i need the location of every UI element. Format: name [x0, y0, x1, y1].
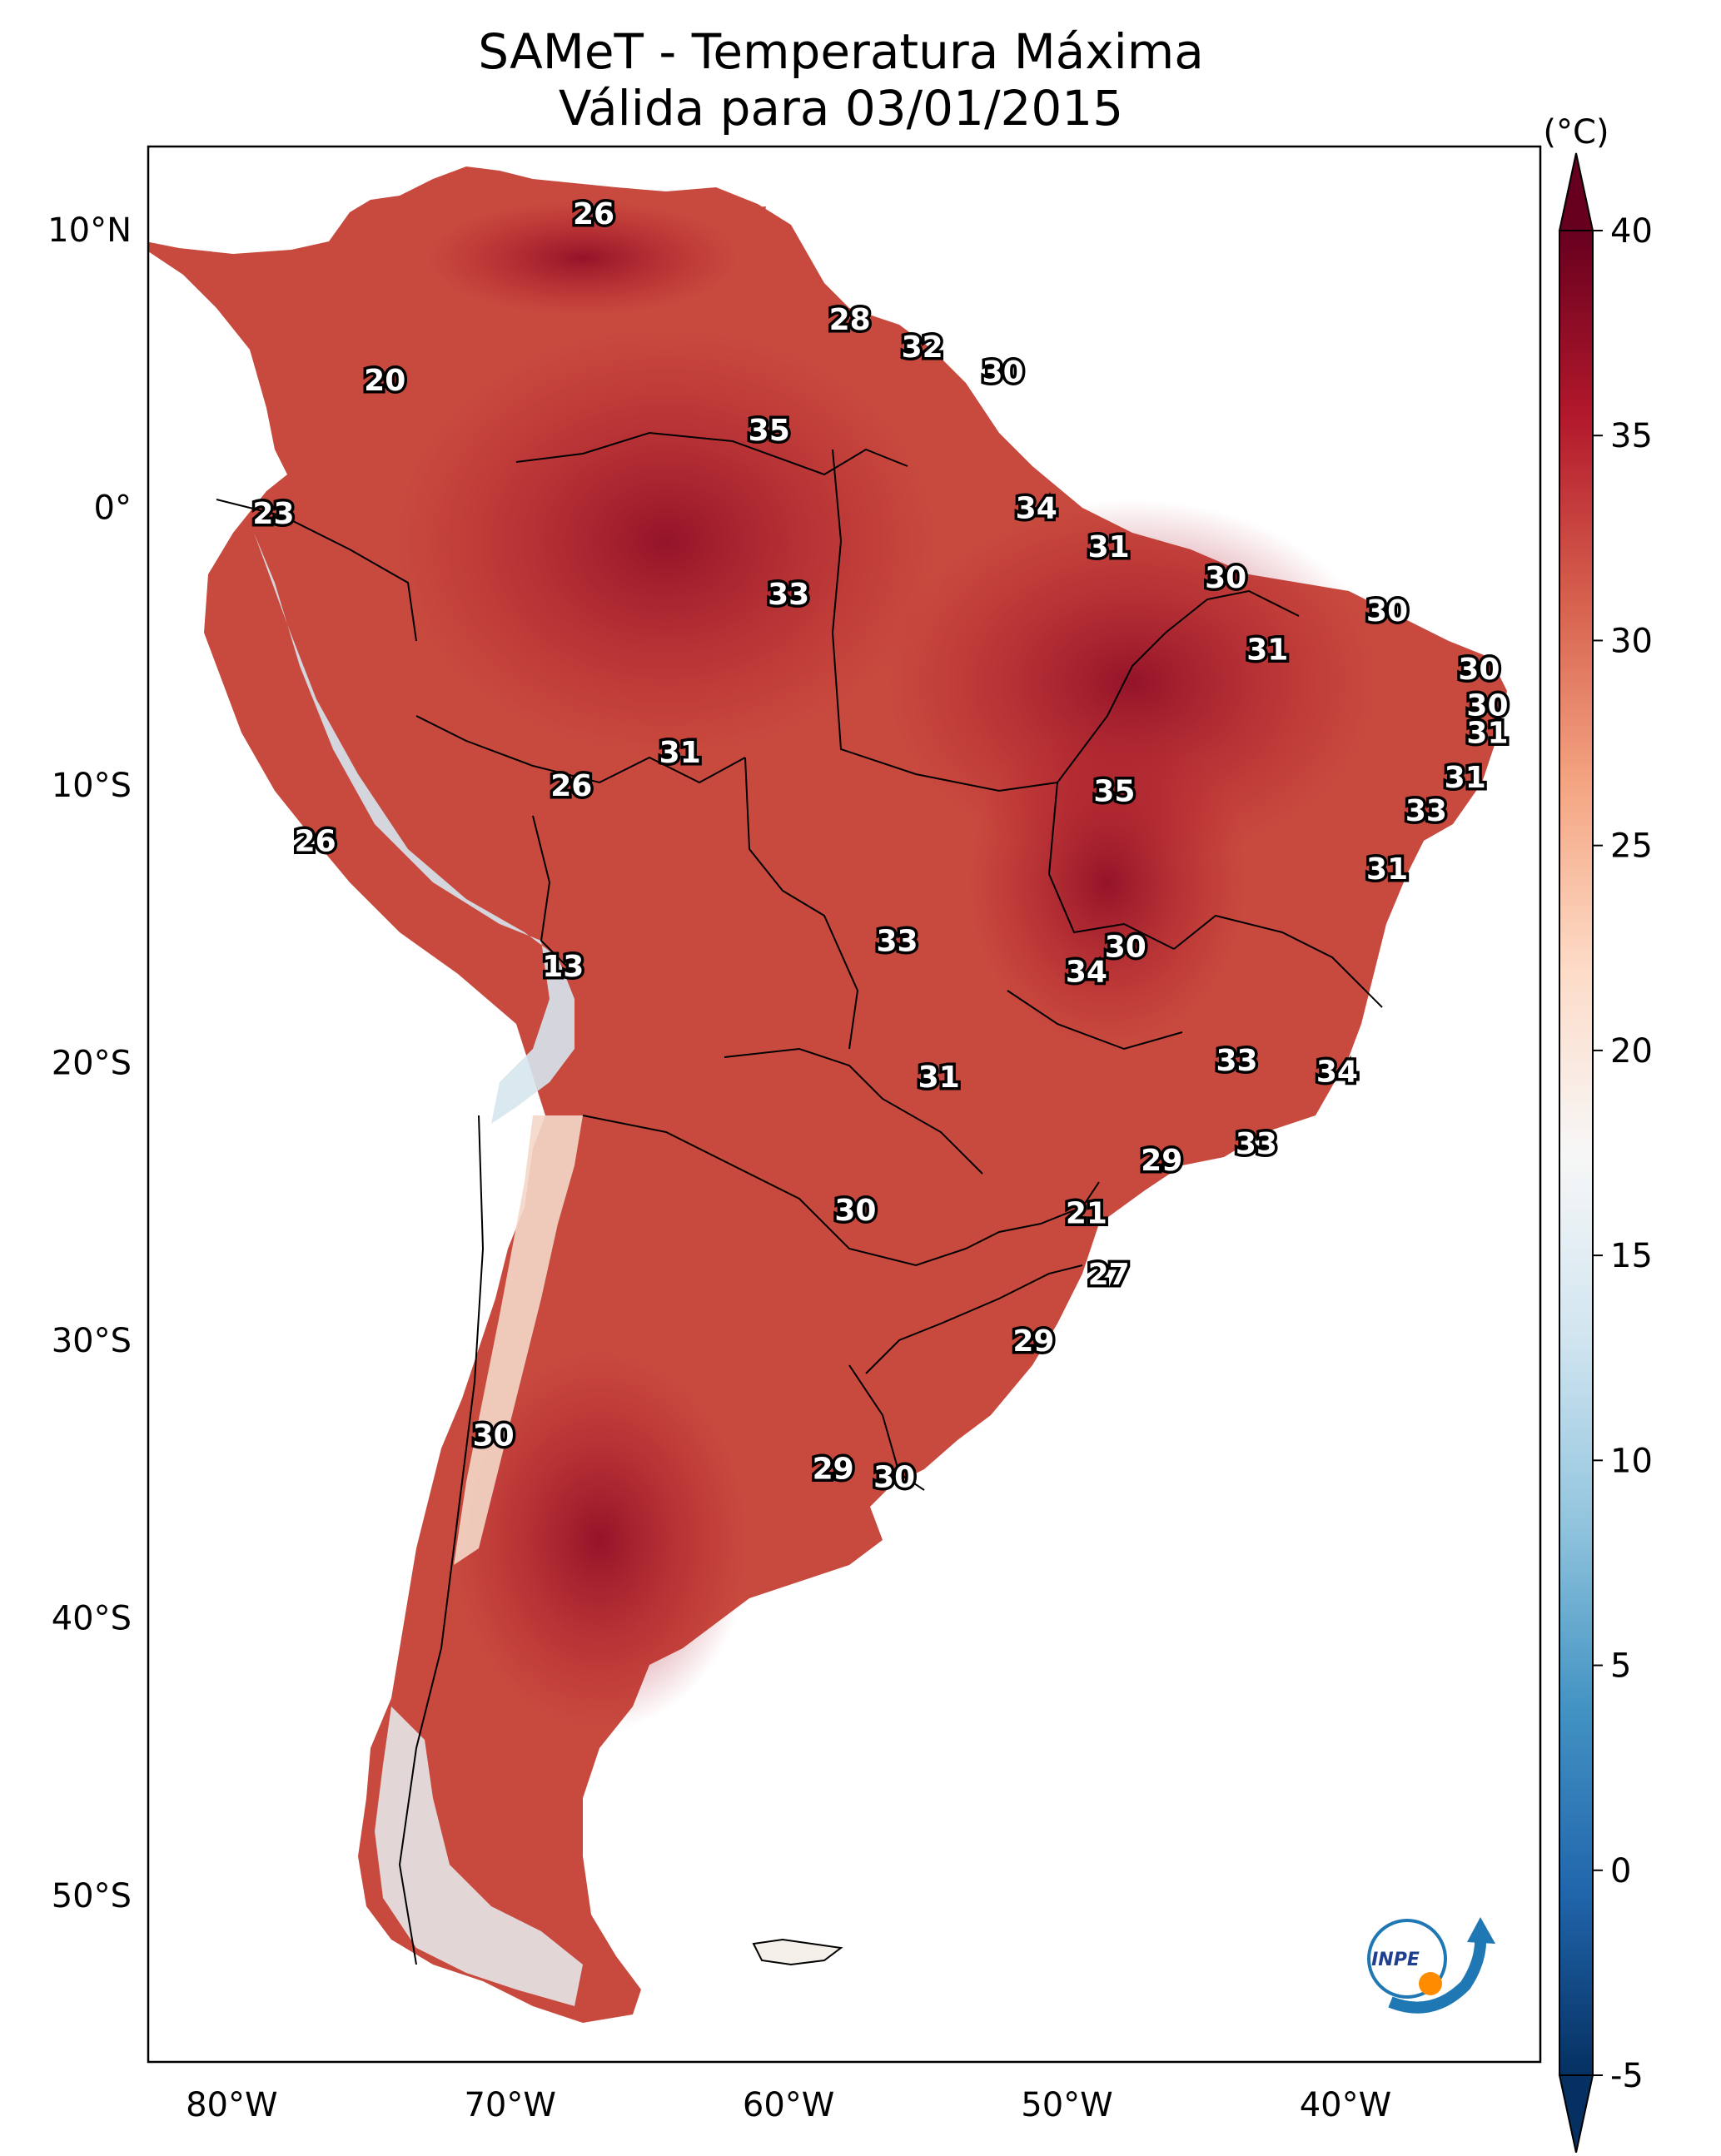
colorbar-tick-label: 5 [1610, 1647, 1631, 1686]
city-temp-label: 30 [1458, 653, 1500, 687]
city-temp-label: 33 [1236, 1127, 1277, 1161]
map-frame [147, 145, 1542, 2064]
city-temp-label: 31 [1246, 633, 1288, 668]
city-temp-label: 26 [295, 825, 336, 859]
colorbar-tick-label: 10 [1610, 1442, 1653, 1480]
city-temp-label: 33 [876, 925, 918, 959]
city-temp-label: 30 [982, 355, 1024, 390]
lat-label: 20°S [52, 1044, 132, 1082]
city-temp-label: 35 [1093, 775, 1135, 809]
venezuela-hot-zone [425, 200, 741, 316]
colorbar-max-extend-icon [1558, 152, 1594, 231]
city-temp-label: 30 [834, 1194, 876, 1228]
latitude-labels: 10°N 0° 10°S 20°S 30°S 40°S 50°S [47, 211, 132, 1915]
tocantins-hot-zone [966, 716, 1249, 1049]
lat-label: 30°S [52, 1322, 132, 1360]
map-title: SAMeT - Temperatura Máxima [478, 23, 1204, 80]
lon-label: 60°W [743, 2086, 834, 2124]
city-temp-label: 30 [873, 1460, 915, 1494]
inpe-logo: INPE [1367, 1917, 1495, 2014]
city-temp-label: 26 [550, 769, 592, 803]
colorbar-min-extend-icon [1558, 2074, 1594, 2154]
trinidad-island [741, 206, 766, 233]
colorbar-tick-label: 0 [1610, 1852, 1631, 1890]
city-temp-label: 13 [542, 950, 584, 984]
city-temp-label: 31 [918, 1061, 960, 1095]
lon-label: 70°W [464, 2086, 555, 2124]
city-temp-label: 26 [573, 197, 614, 231]
city-temp-label: 33 [1216, 1044, 1257, 1078]
map-area [148, 166, 1507, 2023]
city-temp-label: 33 [768, 578, 809, 612]
colorbar-tick-label: -5 [1610, 2057, 1644, 2095]
city-temp-label: 35 [749, 414, 790, 448]
city-temp-label: 30 [473, 1418, 515, 1453]
city-temp-label: 34 [1016, 492, 1057, 526]
city-temp-label: 31 [659, 736, 701, 770]
city-temp-label: 29 [1012, 1324, 1054, 1359]
andes-cool-band [254, 533, 574, 1124]
city-temp-label: 32 [902, 330, 943, 365]
city-temp-label: 33 [1405, 794, 1447, 828]
city-temp-label: 30 [1205, 561, 1246, 595]
lat-label: 0° [94, 489, 132, 528]
city-temp-label: 31 [1366, 852, 1408, 887]
logo-ring-icon [1367, 1919, 1447, 1999]
city-temp-label: 30 [1105, 930, 1147, 964]
colorbar-tick-label: 40 [1610, 212, 1653, 251]
central-andes-light [454, 1115, 583, 1565]
logo-text: INPE [1371, 1950, 1420, 1970]
lat-label: 50°S [52, 1877, 132, 1915]
city-temp-label: 31 [1445, 761, 1486, 795]
city-temp-label: 29 [1141, 1144, 1182, 1178]
city-temp-label: 30 [1466, 688, 1508, 723]
colorbar-tick-label: 15 [1610, 1237, 1653, 1275]
city-temp-label: 21 [1066, 1197, 1107, 1231]
lat-label: 10°S [52, 767, 132, 805]
lat-label: 40°S [52, 1599, 132, 1637]
logo-orange-dot-icon [1419, 1972, 1442, 1995]
city-temp-label: 28 [829, 303, 871, 337]
city-temp-label: 30 [1366, 594, 1408, 628]
city-temp-label: 31 [1088, 530, 1130, 564]
country-borders [216, 431, 1383, 1965]
logo-arrowhead-icon [1467, 1917, 1495, 1944]
city-temp-label: 29 [813, 1452, 854, 1486]
colorbar-tick-label: 20 [1610, 1032, 1653, 1071]
falkland-islands [752, 1938, 843, 1966]
lon-label: 40°W [1300, 2086, 1391, 2124]
colorbar-unit: (°C) [1543, 113, 1609, 152]
colorbar-tick-label: 25 [1610, 827, 1653, 866]
colorbar-tick-label: 30 [1610, 622, 1653, 660]
city-temp-label: 34 [1316, 1055, 1358, 1089]
city-temp-label: 27 [1088, 1258, 1130, 1292]
amazon-hot-zone [391, 325, 941, 758]
logo-arrow-icon [1388, 1935, 1487, 2014]
city-temp-label: 34 [1066, 955, 1107, 989]
map-subtitle: Válida para 03/01/2015 [559, 80, 1123, 137]
lat-label: 10°N [47, 211, 132, 250]
colorbar-gradient [1559, 230, 1594, 2076]
longitude-labels: 80°W 70°W 60°W 50°W 40°W [186, 2086, 1391, 2124]
colorbar-ticks: 40 35 30 25 20 15 10 5 0 -5 [1593, 212, 1653, 2095]
city-temp-label: 20 [364, 364, 405, 398]
city-temp-label: 23 [252, 497, 294, 531]
city-temp-label: 31 [1466, 717, 1508, 751]
colorbar-tick-label: 35 [1610, 417, 1653, 455]
colorbar: (°C) 40 35 30 25 20 15 10 5 0 -5 [1543, 113, 1653, 2154]
patagonia-cool-band [375, 1706, 583, 2006]
lon-label: 80°W [186, 2086, 277, 2124]
lon-label: 50°W [1021, 2086, 1112, 2124]
argentina-hot-zone [450, 1349, 749, 1731]
